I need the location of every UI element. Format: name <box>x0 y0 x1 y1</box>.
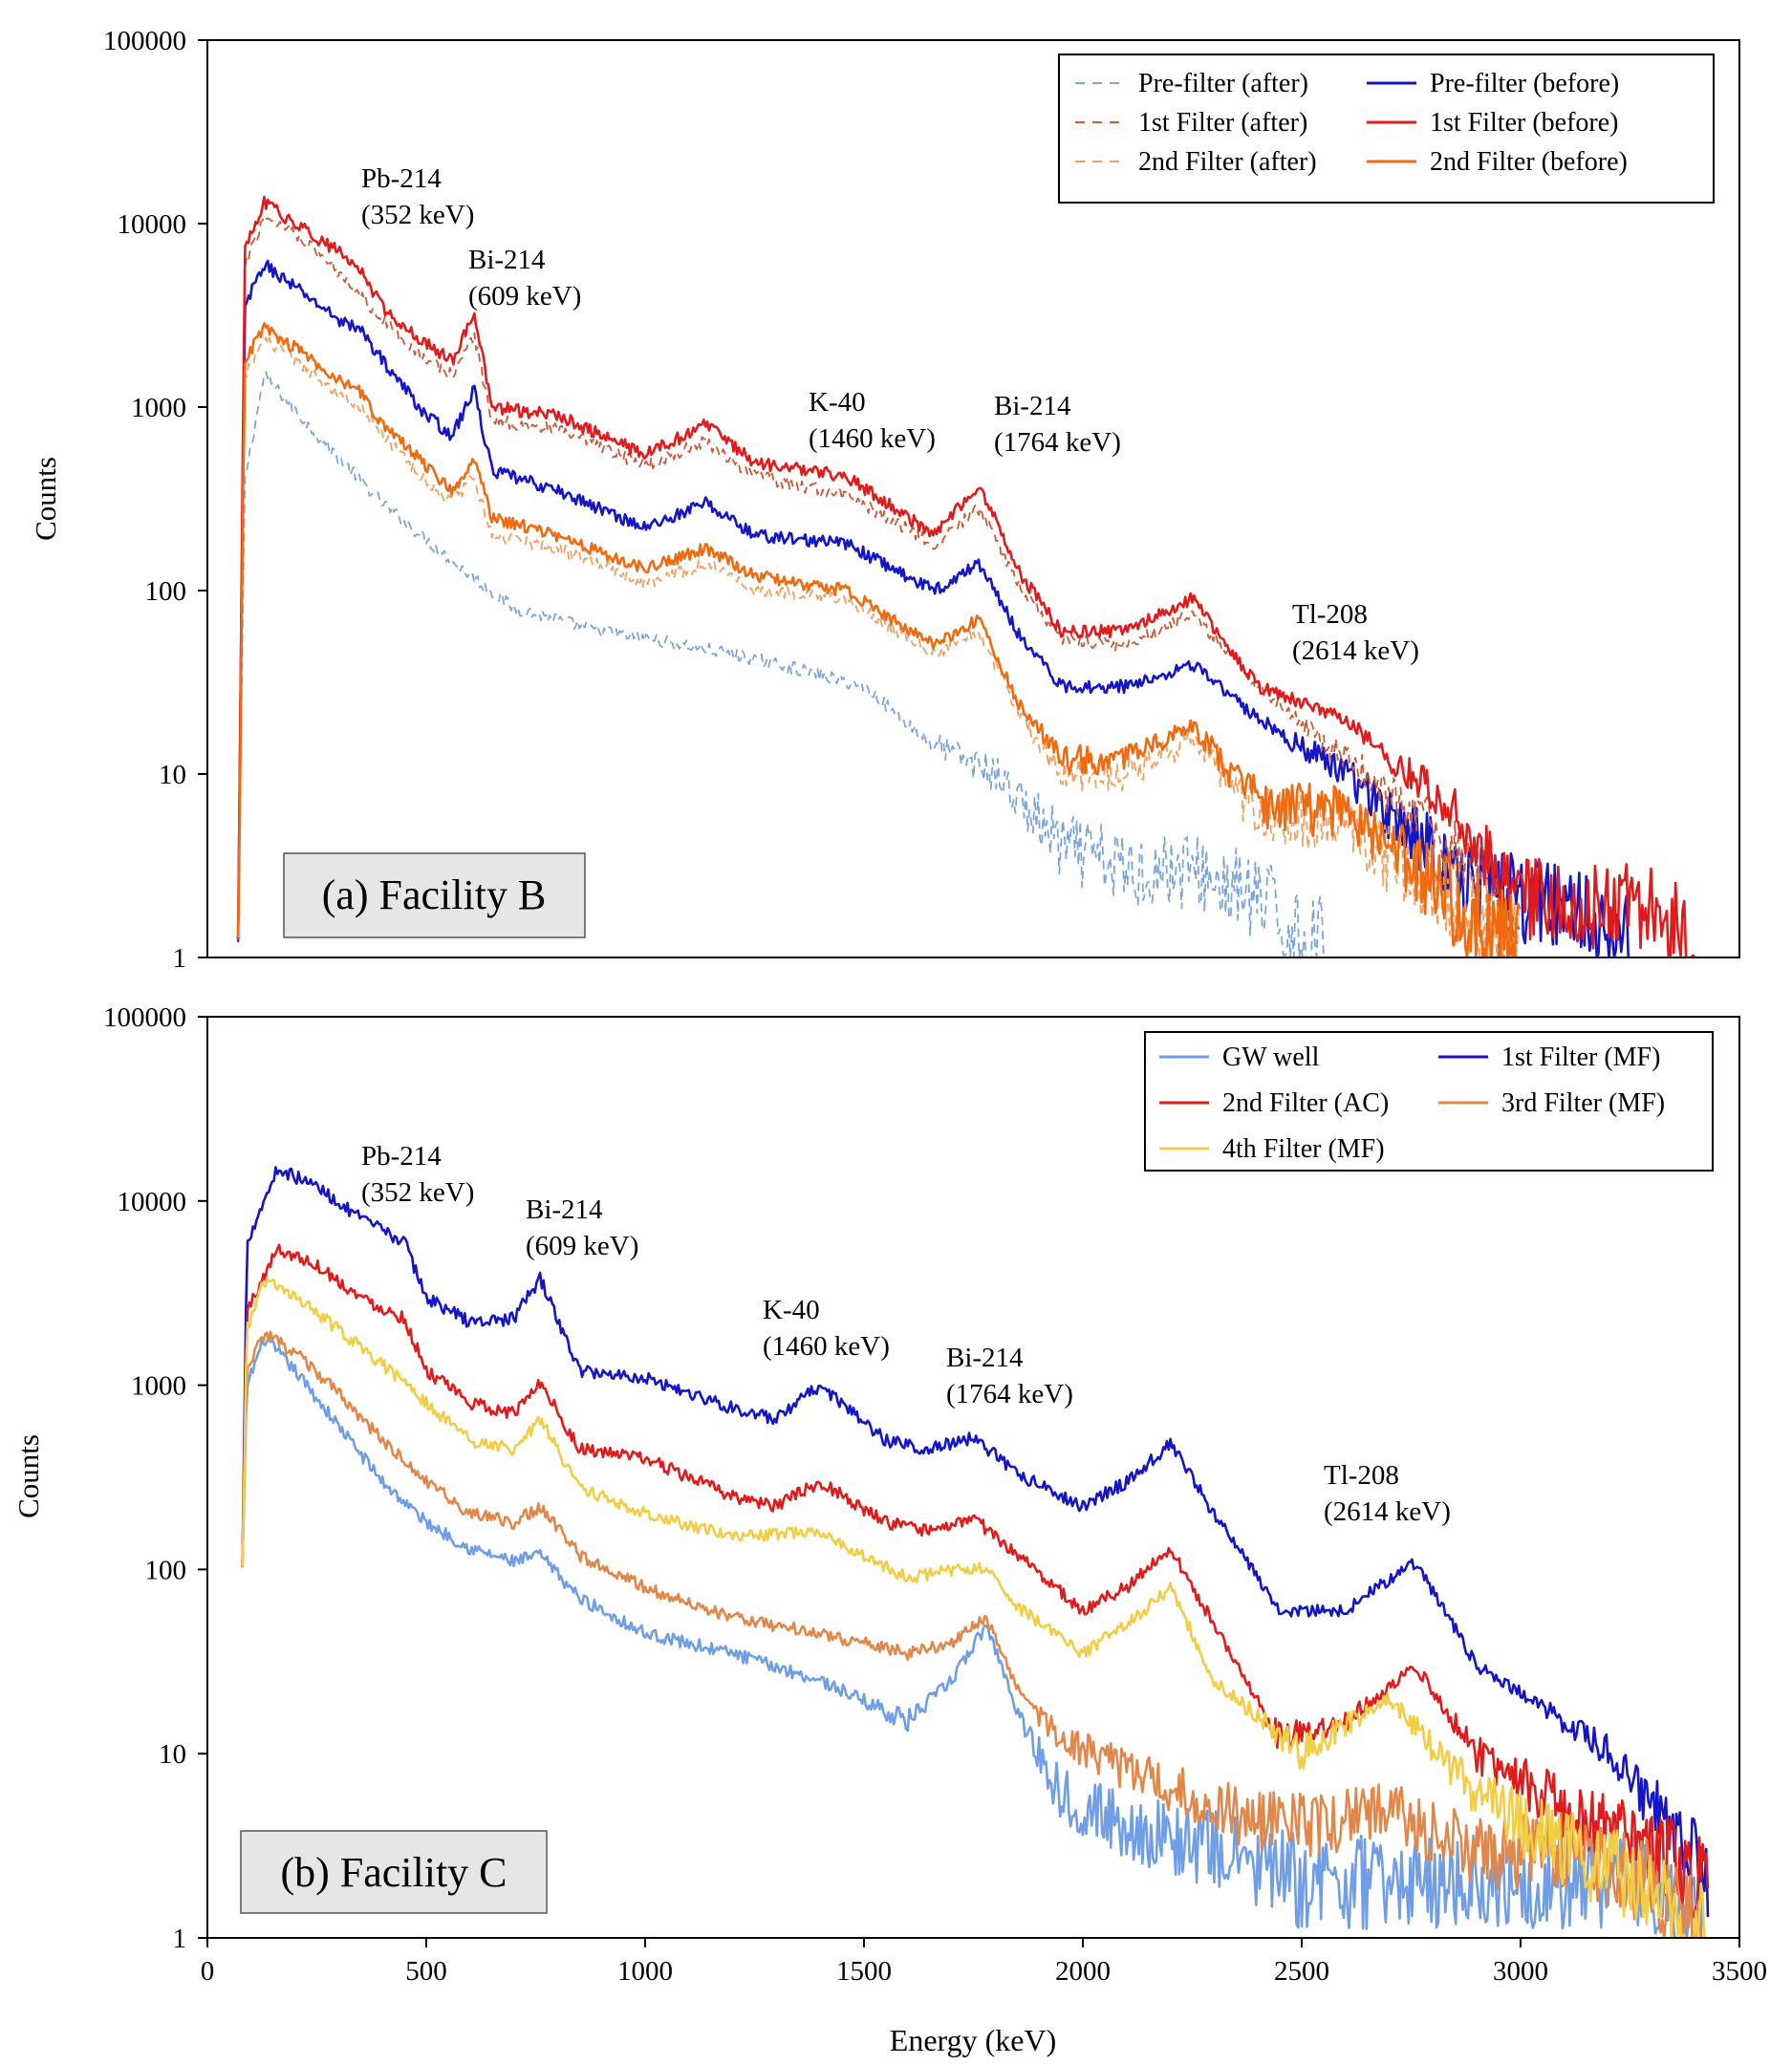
panel-b-annotation-tl-208-line: (2614 keV) <box>1324 1496 1451 1527</box>
panel-b-x-tick-label: 2000 <box>1055 1956 1111 1987</box>
panel-a-series-2nd-filter-before <box>236 322 1522 957</box>
x-axis-title: Energy (keV) <box>890 2023 1056 2057</box>
panel-b-y-tick-label: 1 <box>173 1924 187 1954</box>
panel-b-x-tick-label: 0 <box>201 1956 215 1987</box>
panel-b-annotation-k-40-line: (1460 keV) <box>763 1331 890 1362</box>
panel-a-annotation-tl-208-line: Tl-208 <box>1292 599 1368 630</box>
panel-b-label: (b) Facility C <box>280 1849 507 1896</box>
panel-a-plot-frame <box>206 39 1740 958</box>
panel-b-annotation-bi-214-line: (1764 keV) <box>946 1379 1073 1409</box>
panel-b-annotation-tl-208-line: Tl-208 <box>1324 1460 1399 1491</box>
panel-b-y-tick-label: 100 <box>145 1555 187 1585</box>
panel-a-legend-box <box>1058 54 1715 204</box>
panel-a-annotation-bi-214-line: (609 keV) <box>468 281 581 312</box>
panel-a-legend-label-pre-filter-before: Pre-filter (before) <box>1430 69 1619 98</box>
panel-b-series-1st-filter-mf <box>241 1166 1710 1918</box>
panel-a-annotation-pb-214-line: Pb-214 <box>361 163 442 194</box>
panel-b-x-tick-label: 1500 <box>836 1956 892 1987</box>
panel-b-series-2nd-filter-ac <box>241 1243 1710 1919</box>
panel-a-legend-label-1st-filter-before: 1st Filter (before) <box>1430 108 1619 138</box>
panel-b-annotation-pb-214-line: (352 keV) <box>361 1177 474 1208</box>
panel-b-y-axis-title: Counts <box>11 1434 45 1518</box>
panel-a-series-pre-filter-before <box>236 259 1630 957</box>
panel-b-y-tick-label: 10000 <box>118 1187 187 1217</box>
panel-a-legend: Pre-filter (after) Pre-filter (before) 1st… <box>1058 54 1715 204</box>
panel-a-y-axis-title: Counts <box>29 457 62 541</box>
panel-b-annotation-bi-214-line: (609 keV) <box>526 1231 638 1261</box>
panel-a-series-1st-filter-after <box>237 215 1521 957</box>
panel-a-legend-label-1st-filter-after: 1st Filter (after) <box>1138 108 1307 138</box>
panel-b-legend-label-4th-filter-mf: 4th Filter (MF) <box>1222 1134 1385 1164</box>
panel-b-series-3rd-filter-mf <box>241 1330 1705 1938</box>
panel-a-annotation-bi-214-line: Bi-214 <box>994 391 1071 421</box>
panel-a-legend-items: Pre-filter (after) Pre-filter (before) 1st… <box>1075 69 1628 177</box>
panel-b-legend: GW well 1st Filter (MF) 2nd Filter (AC) 3rd… <box>1144 1031 1714 1172</box>
panel-a-annotation-pb-214-line: (352 keV) <box>361 200 474 230</box>
panel-b-series-gw-well <box>241 1337 1706 1938</box>
panel-b-x-tick-label: 2500 <box>1274 1956 1329 1987</box>
panel-a-y-ticks: 1 10 100 1000 10000 100000 <box>103 26 207 974</box>
panel-a-annotations: Pb-214 (352 keV) Bi-214 (609 keV) K-40 (1460 … <box>361 163 1419 666</box>
panel-a-label-box: (a) Facility B <box>283 852 586 938</box>
panel-a-series-pre-filter-after <box>237 371 1325 957</box>
panel-b: Counts 1 10 100 1000 10000 100000 0 500 1000 150… <box>11 1002 1767 2057</box>
panel-b-series <box>241 1166 1710 1938</box>
panel-b-series-4th-filter-mf <box>241 1277 1706 1938</box>
panel-b-y-tick-label: 10 <box>159 1739 186 1770</box>
panel-b-legend-label-1st-filter-mf: 1st Filter (MF) <box>1501 1043 1660 1072</box>
panel-b-y-tick-label: 1000 <box>131 1371 186 1402</box>
panel-a-annotation-tl-208-line: (2614 keV) <box>1292 635 1419 666</box>
panel-b-x-tick-label: 500 <box>405 1956 447 1987</box>
panel-a: Counts 1 10 100 1000 10000 100000 Pb-214 (352 … <box>29 26 1740 974</box>
panel-b-x-tick-label: 1000 <box>617 1956 673 1987</box>
panel-a-annotation-bi-214-line: (1764 keV) <box>994 427 1121 458</box>
panel-a-series-1st-filter-before <box>236 195 1696 957</box>
panel-a-annotation-k-40-line: K-40 <box>809 387 866 418</box>
panel-a-label-background <box>283 852 586 938</box>
panel-a-legend-label-pre-filter-after: Pre-filter (after) <box>1138 69 1308 98</box>
panel-b-annotations: Pb-214 (352 keV) Bi-214 (609 keV) K-40 (1460 … <box>361 1141 1451 1527</box>
panel-b-annotation-k-40-line: K-40 <box>763 1295 820 1325</box>
panel-a-y-tick-label: 1 <box>173 943 187 974</box>
panel-a-y-tick-label: 100 <box>145 576 187 607</box>
panel-b-legend-box <box>1144 1031 1714 1172</box>
panel-b-y-tick-label: 100000 <box>103 1002 186 1033</box>
panel-b-x-tick-label: 3500 <box>1712 1956 1767 1987</box>
panel-b-annotation-pb-214-line: Pb-214 <box>361 1141 442 1172</box>
panel-a-y-tick-label: 1000 <box>131 393 186 423</box>
panel-a-legend-label-2nd-filter-before: 2nd Filter (before) <box>1430 147 1628 177</box>
panel-b-legend-label-gw-well: GW well <box>1222 1043 1320 1072</box>
panel-b-label-box: (b) Facility C <box>240 1830 548 1914</box>
panel-a-series-2nd-filter-after <box>237 336 1521 957</box>
panel-a-label: (a) Facility B <box>322 871 547 918</box>
panel-b-plot-frame <box>206 1016 1740 1939</box>
panel-b-legend-label-2nd-filter-ac: 2nd Filter (AC) <box>1222 1088 1389 1118</box>
panel-a-legend-label-2nd-filter-after: 2nd Filter (after) <box>1138 147 1317 177</box>
panel-a-y-tick-label: 10 <box>159 760 186 790</box>
panel-a-annotation-k-40-line: (1460 keV) <box>809 423 936 454</box>
panel-b-annotation-bi-214-line: Bi-214 <box>946 1343 1024 1373</box>
panel-a-series <box>236 195 1696 957</box>
panel-b-y-ticks: 1 10 100 1000 10000 100000 <box>103 1002 207 1954</box>
panel-b-legend-label-3rd-filter-mf: 3rd Filter (MF) <box>1501 1088 1665 1118</box>
panel-a-annotation-bi-214-line: Bi-214 <box>468 245 546 275</box>
panel-b-annotation-bi-214-line: Bi-214 <box>526 1194 603 1225</box>
panel-b-x-ticks: 0 500 1000 1500 2000 2500 3000 3500 <box>201 1938 1767 1987</box>
panel-b-label-background <box>240 1830 548 1914</box>
panel-a-y-tick-label: 100000 <box>103 26 186 56</box>
panel-a-y-tick-label: 10000 <box>118 209 187 240</box>
panel-b-x-tick-label: 3000 <box>1493 1956 1548 1987</box>
panel-b-legend-items: GW well 1st Filter (MF) 2nd Filter (AC) 3rd… <box>1159 1043 1665 1164</box>
